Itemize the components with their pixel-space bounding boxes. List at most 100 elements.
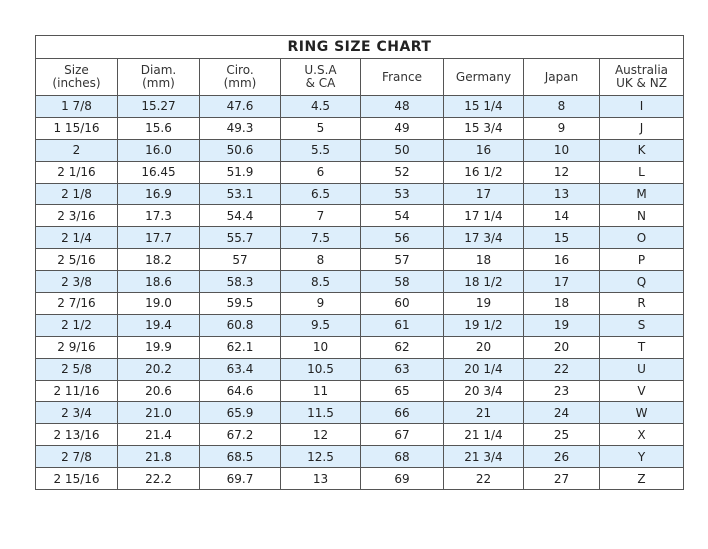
cell-usa-ca: 7.5 [280, 226, 361, 250]
cell-diameter-mm: 17.3 [117, 204, 200, 228]
cell-germany: 22 [443, 467, 524, 491]
cell-australia-uk-nz: L [599, 160, 684, 184]
cell-size-inches: 2 1/8 [35, 182, 118, 206]
header-label: (inches) [52, 76, 101, 90]
cell-france: 49 [360, 116, 444, 140]
cell-australia-uk-nz: O [599, 226, 684, 250]
cell-france: 69 [360, 467, 444, 491]
cell-circumference-mm: 69.7 [199, 467, 281, 491]
cell-circumference-mm: 57 [199, 248, 281, 272]
cell-usa-ca: 13 [280, 467, 361, 491]
cell-france: 53 [360, 182, 444, 206]
cell-japan: 12 [523, 160, 600, 184]
table-row: 2 1/16 16.45 51.9 6 52 16 1/2 12 L [35, 160, 684, 184]
cell-japan: 15 [523, 226, 600, 250]
cell-diameter-mm: 18.6 [117, 270, 200, 294]
cell-japan: 10 [523, 138, 600, 162]
table-row: 2 11/16 20.6 64.6 11 65 20 3/4 23 V [35, 379, 684, 403]
cell-australia-uk-nz: S [599, 313, 684, 337]
cell-australia-uk-nz: U [599, 357, 684, 381]
cell-australia-uk-nz: N [599, 204, 684, 228]
header-row: Size (inches) Diam. (mm) Ciro. (mm) U.S.A & CA F… [35, 58, 684, 96]
cell-circumference-mm: 49.3 [199, 116, 281, 140]
cell-australia-uk-nz: T [599, 335, 684, 359]
column-header-japan: Japan [523, 58, 600, 96]
cell-australia-uk-nz: Y [599, 445, 684, 469]
cell-usa-ca: 8.5 [280, 270, 361, 294]
cell-france: 60 [360, 292, 444, 315]
table-row: 1 7/8 15.27 47.6 4.5 48 15 1/4 8 I [35, 95, 684, 118]
cell-france: 67 [360, 423, 444, 447]
header-label: Diam. [140, 63, 177, 77]
cell-germany: 20 [443, 335, 524, 359]
cell-size-inches: 2 11/16 [35, 379, 118, 403]
cell-france: 62 [360, 335, 444, 359]
table-row: 2 1/4 17.7 55.7 7.5 56 17 3/4 15 O [35, 226, 684, 250]
cell-germany: 18 [443, 248, 524, 272]
cell-germany: 17 3/4 [443, 226, 524, 250]
table-row: 2 1/8 16.9 53.1 6.5 53 17 13 M [35, 182, 684, 206]
cell-japan: 23 [523, 379, 600, 403]
cell-france: 65 [360, 379, 444, 403]
cell-diameter-mm: 22.2 [117, 467, 200, 491]
cell-germany: 15 1/4 [443, 95, 524, 118]
cell-diameter-mm: 17.7 [117, 226, 200, 250]
cell-size-inches: 2 5/8 [35, 357, 118, 381]
cell-germany: 16 [443, 138, 524, 162]
column-header-usa-ca: U.S.A & CA [280, 58, 361, 96]
cell-diameter-mm: 19.9 [117, 335, 200, 359]
cell-australia-uk-nz: W [599, 401, 684, 425]
cell-germany: 15 3/4 [443, 116, 524, 140]
cell-japan: 25 [523, 423, 600, 447]
cell-size-inches: 1 15/16 [35, 116, 118, 140]
cell-france: 57 [360, 248, 444, 272]
cell-australia-uk-nz: I [599, 95, 684, 118]
header-label: (mm) [223, 76, 257, 90]
column-header-circumference-mm: Ciro. (mm) [199, 58, 281, 96]
cell-circumference-mm: 54.4 [199, 204, 281, 228]
cell-australia-uk-nz: Q [599, 270, 684, 294]
cell-usa-ca: 5 [280, 116, 361, 140]
cell-japan: 19 [523, 313, 600, 337]
header-label: France [382, 69, 422, 84]
cell-diameter-mm: 21.4 [117, 423, 200, 447]
cell-germany: 21 1/4 [443, 423, 524, 447]
table-row: 2 1/2 19.4 60.8 9.5 61 19 1/2 19 S [35, 313, 684, 337]
cell-france: 54 [360, 204, 444, 228]
cell-japan: 18 [523, 292, 600, 315]
cell-diameter-mm: 19.0 [117, 292, 200, 315]
cell-japan: 24 [523, 401, 600, 425]
cell-size-inches: 2 13/16 [35, 423, 118, 447]
cell-usa-ca: 6.5 [280, 182, 361, 206]
cell-australia-uk-nz: P [599, 248, 684, 272]
table-row: 2 13/16 21.4 67.2 12 67 21 1/4 25 X [35, 423, 684, 447]
header-label: & CA [305, 76, 336, 90]
header-label: Japan [544, 69, 579, 84]
cell-germany: 19 1/2 [443, 313, 524, 337]
cell-diameter-mm: 18.2 [117, 248, 200, 272]
cell-germany: 21 3/4 [443, 445, 524, 469]
cell-circumference-mm: 50.6 [199, 138, 281, 162]
cell-diameter-mm: 16.0 [117, 138, 200, 162]
cell-france: 48 [360, 95, 444, 118]
column-header-france: France [360, 58, 444, 96]
table-row: 2 9/16 19.9 62.1 10 62 20 20 T [35, 335, 684, 359]
cell-diameter-mm: 21.8 [117, 445, 200, 469]
cell-australia-uk-nz: R [599, 292, 684, 315]
cell-japan: 20 [523, 335, 600, 359]
cell-usa-ca: 12.5 [280, 445, 361, 469]
cell-japan: 14 [523, 204, 600, 228]
cell-circumference-mm: 64.6 [199, 379, 281, 403]
cell-circumference-mm: 63.4 [199, 357, 281, 381]
table-row: 2 16.0 50.6 5.5 50 16 10 K [35, 138, 684, 162]
table-title: RING SIZE CHART [35, 35, 684, 59]
cell-usa-ca: 4.5 [280, 95, 361, 118]
cell-diameter-mm: 19.4 [117, 313, 200, 337]
cell-size-inches: 2 3/16 [35, 204, 118, 228]
cell-australia-uk-nz: K [599, 138, 684, 162]
cell-diameter-mm: 15.27 [117, 95, 200, 118]
cell-size-inches: 2 7/16 [35, 292, 118, 315]
header-label: Size [64, 63, 89, 77]
table-row: 2 3/4 21.0 65.9 11.5 66 21 24 W [35, 401, 684, 425]
cell-diameter-mm: 16.45 [117, 160, 200, 184]
